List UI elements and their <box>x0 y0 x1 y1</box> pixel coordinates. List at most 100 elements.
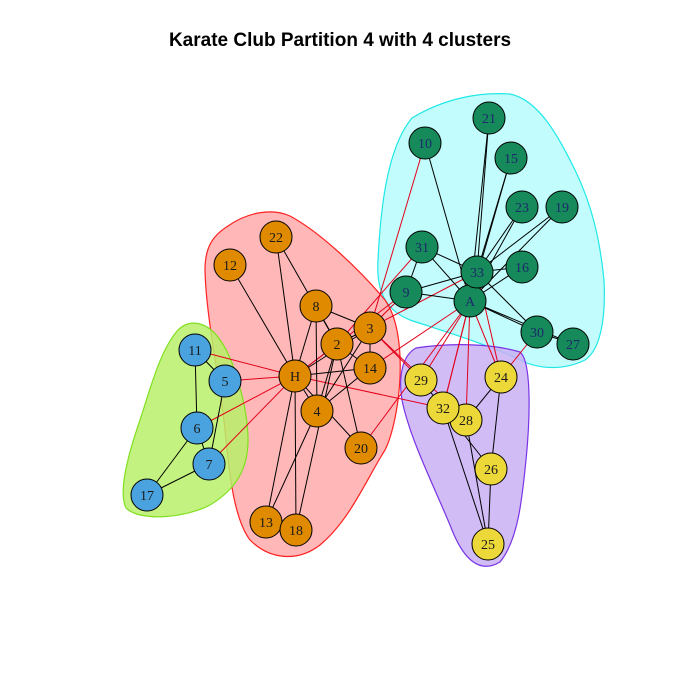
edge-H-22 <box>275 236 296 377</box>
node-22: 22 <box>259 220 293 254</box>
node-14: 14 <box>353 351 387 385</box>
node-label-19: 19 <box>555 201 569 216</box>
node-10: 10 <box>408 126 442 160</box>
node-31: 31 <box>405 230 439 264</box>
node-12: 12 <box>213 248 247 282</box>
node-label-A: A <box>465 295 476 310</box>
plot-title: Karate Club Partition 4 with 4 clusters <box>168 30 512 51</box>
node-circle-18 <box>279 513 313 547</box>
node-label-24: 24 <box>494 371 508 386</box>
node-circle-H <box>278 359 312 393</box>
node-13: 13 <box>249 505 283 539</box>
node-circle-12 <box>213 248 247 282</box>
node-label-16: 16 <box>515 261 529 276</box>
edge-3-10 <box>369 142 426 329</box>
node-label-18: 18 <box>289 524 303 539</box>
node-16: 16 <box>505 250 539 284</box>
node-circle-9 <box>389 275 423 309</box>
edge-H-11 <box>194 349 296 377</box>
node-33: 33 <box>460 255 494 289</box>
node-17: 17 <box>130 478 164 512</box>
node-label-29: 29 <box>414 374 428 389</box>
node-15: 15 <box>494 141 528 175</box>
node-29: 29 <box>404 363 438 397</box>
node-label-14: 14 <box>363 362 377 377</box>
node-23: 23 <box>505 190 539 224</box>
edge-H-7 <box>208 375 296 465</box>
edge-25-28 <box>465 419 489 545</box>
node-label-10: 10 <box>418 137 432 152</box>
edge-H-18 <box>294 375 297 531</box>
node-label-31: 31 <box>415 241 429 256</box>
edge-19-33 <box>476 206 563 273</box>
node-label-22: 22 <box>269 231 283 246</box>
node-circle-10 <box>408 126 442 160</box>
node-label-33: 33 <box>470 266 484 281</box>
node-label-28: 28 <box>459 414 473 429</box>
node-circle-24 <box>484 360 518 394</box>
node-circle-6 <box>180 411 214 445</box>
edge-H-6 <box>196 375 296 429</box>
node-label-7: 7 <box>206 458 213 473</box>
node-20: 20 <box>344 431 378 465</box>
node-label-H: H <box>290 370 300 385</box>
edge-14-A <box>369 300 471 369</box>
edge-4-13 <box>265 410 318 523</box>
edge-H-32 <box>294 375 444 409</box>
node-circle-30 <box>520 315 554 349</box>
node-circle-19 <box>545 190 579 224</box>
node-circle-20 <box>344 431 378 465</box>
node-circle-2 <box>320 327 354 361</box>
node-2: 2 <box>320 327 354 361</box>
node-3: 3 <box>353 311 387 345</box>
node-4: 4 <box>300 394 334 428</box>
node-label-27: 27 <box>566 338 580 353</box>
node-30: 30 <box>520 315 554 349</box>
edge-2-20 <box>336 343 362 449</box>
node-label-11: 11 <box>188 344 201 359</box>
node-11: 11 <box>178 333 212 367</box>
node-circle-33 <box>460 255 494 289</box>
edge-2-22 <box>275 236 338 345</box>
edge-3-33 <box>369 271 478 329</box>
node-label-6: 6 <box>194 422 201 437</box>
node-27: 27 <box>556 327 590 361</box>
node-label-25: 25 <box>481 538 495 553</box>
node-26: 26 <box>474 452 508 486</box>
edge-28-A <box>465 300 471 421</box>
node-label-32: 32 <box>436 402 450 417</box>
node-label-9: 9 <box>403 286 410 301</box>
node-circle-32 <box>426 391 460 425</box>
node-label-30: 30 <box>530 326 544 341</box>
edge-21-33 <box>476 117 490 273</box>
node-circle-23 <box>505 190 539 224</box>
node-label-26: 26 <box>484 463 498 478</box>
node-label-13: 13 <box>259 516 273 531</box>
node-circle-4 <box>300 394 334 428</box>
node-label-4: 4 <box>314 405 321 420</box>
node-circle-31 <box>405 230 439 264</box>
node-label-21: 21 <box>482 112 496 127</box>
node-24: 24 <box>484 360 518 394</box>
node-label-20: 20 <box>354 442 368 457</box>
node-circle-15 <box>494 141 528 175</box>
node-circle-14 <box>353 351 387 385</box>
node-32: 32 <box>426 391 460 425</box>
edge-32-A <box>442 300 471 409</box>
node-5: 5 <box>208 364 242 398</box>
node-circle-22 <box>259 220 293 254</box>
node-6: 6 <box>180 411 214 445</box>
node-label-23: 23 <box>515 201 529 216</box>
node-A: A <box>453 284 487 318</box>
node-circle-16 <box>505 250 539 284</box>
edge-4-8 <box>315 305 318 412</box>
node-label-8: 8 <box>313 300 320 315</box>
edge-H-9 <box>294 291 407 377</box>
node-circle-25 <box>471 527 505 561</box>
node-label-12: 12 <box>223 259 237 274</box>
node-circle-29 <box>404 363 438 397</box>
node-circle-8 <box>299 289 333 323</box>
node-7: 7 <box>192 447 226 481</box>
node-circle-11 <box>178 333 212 367</box>
